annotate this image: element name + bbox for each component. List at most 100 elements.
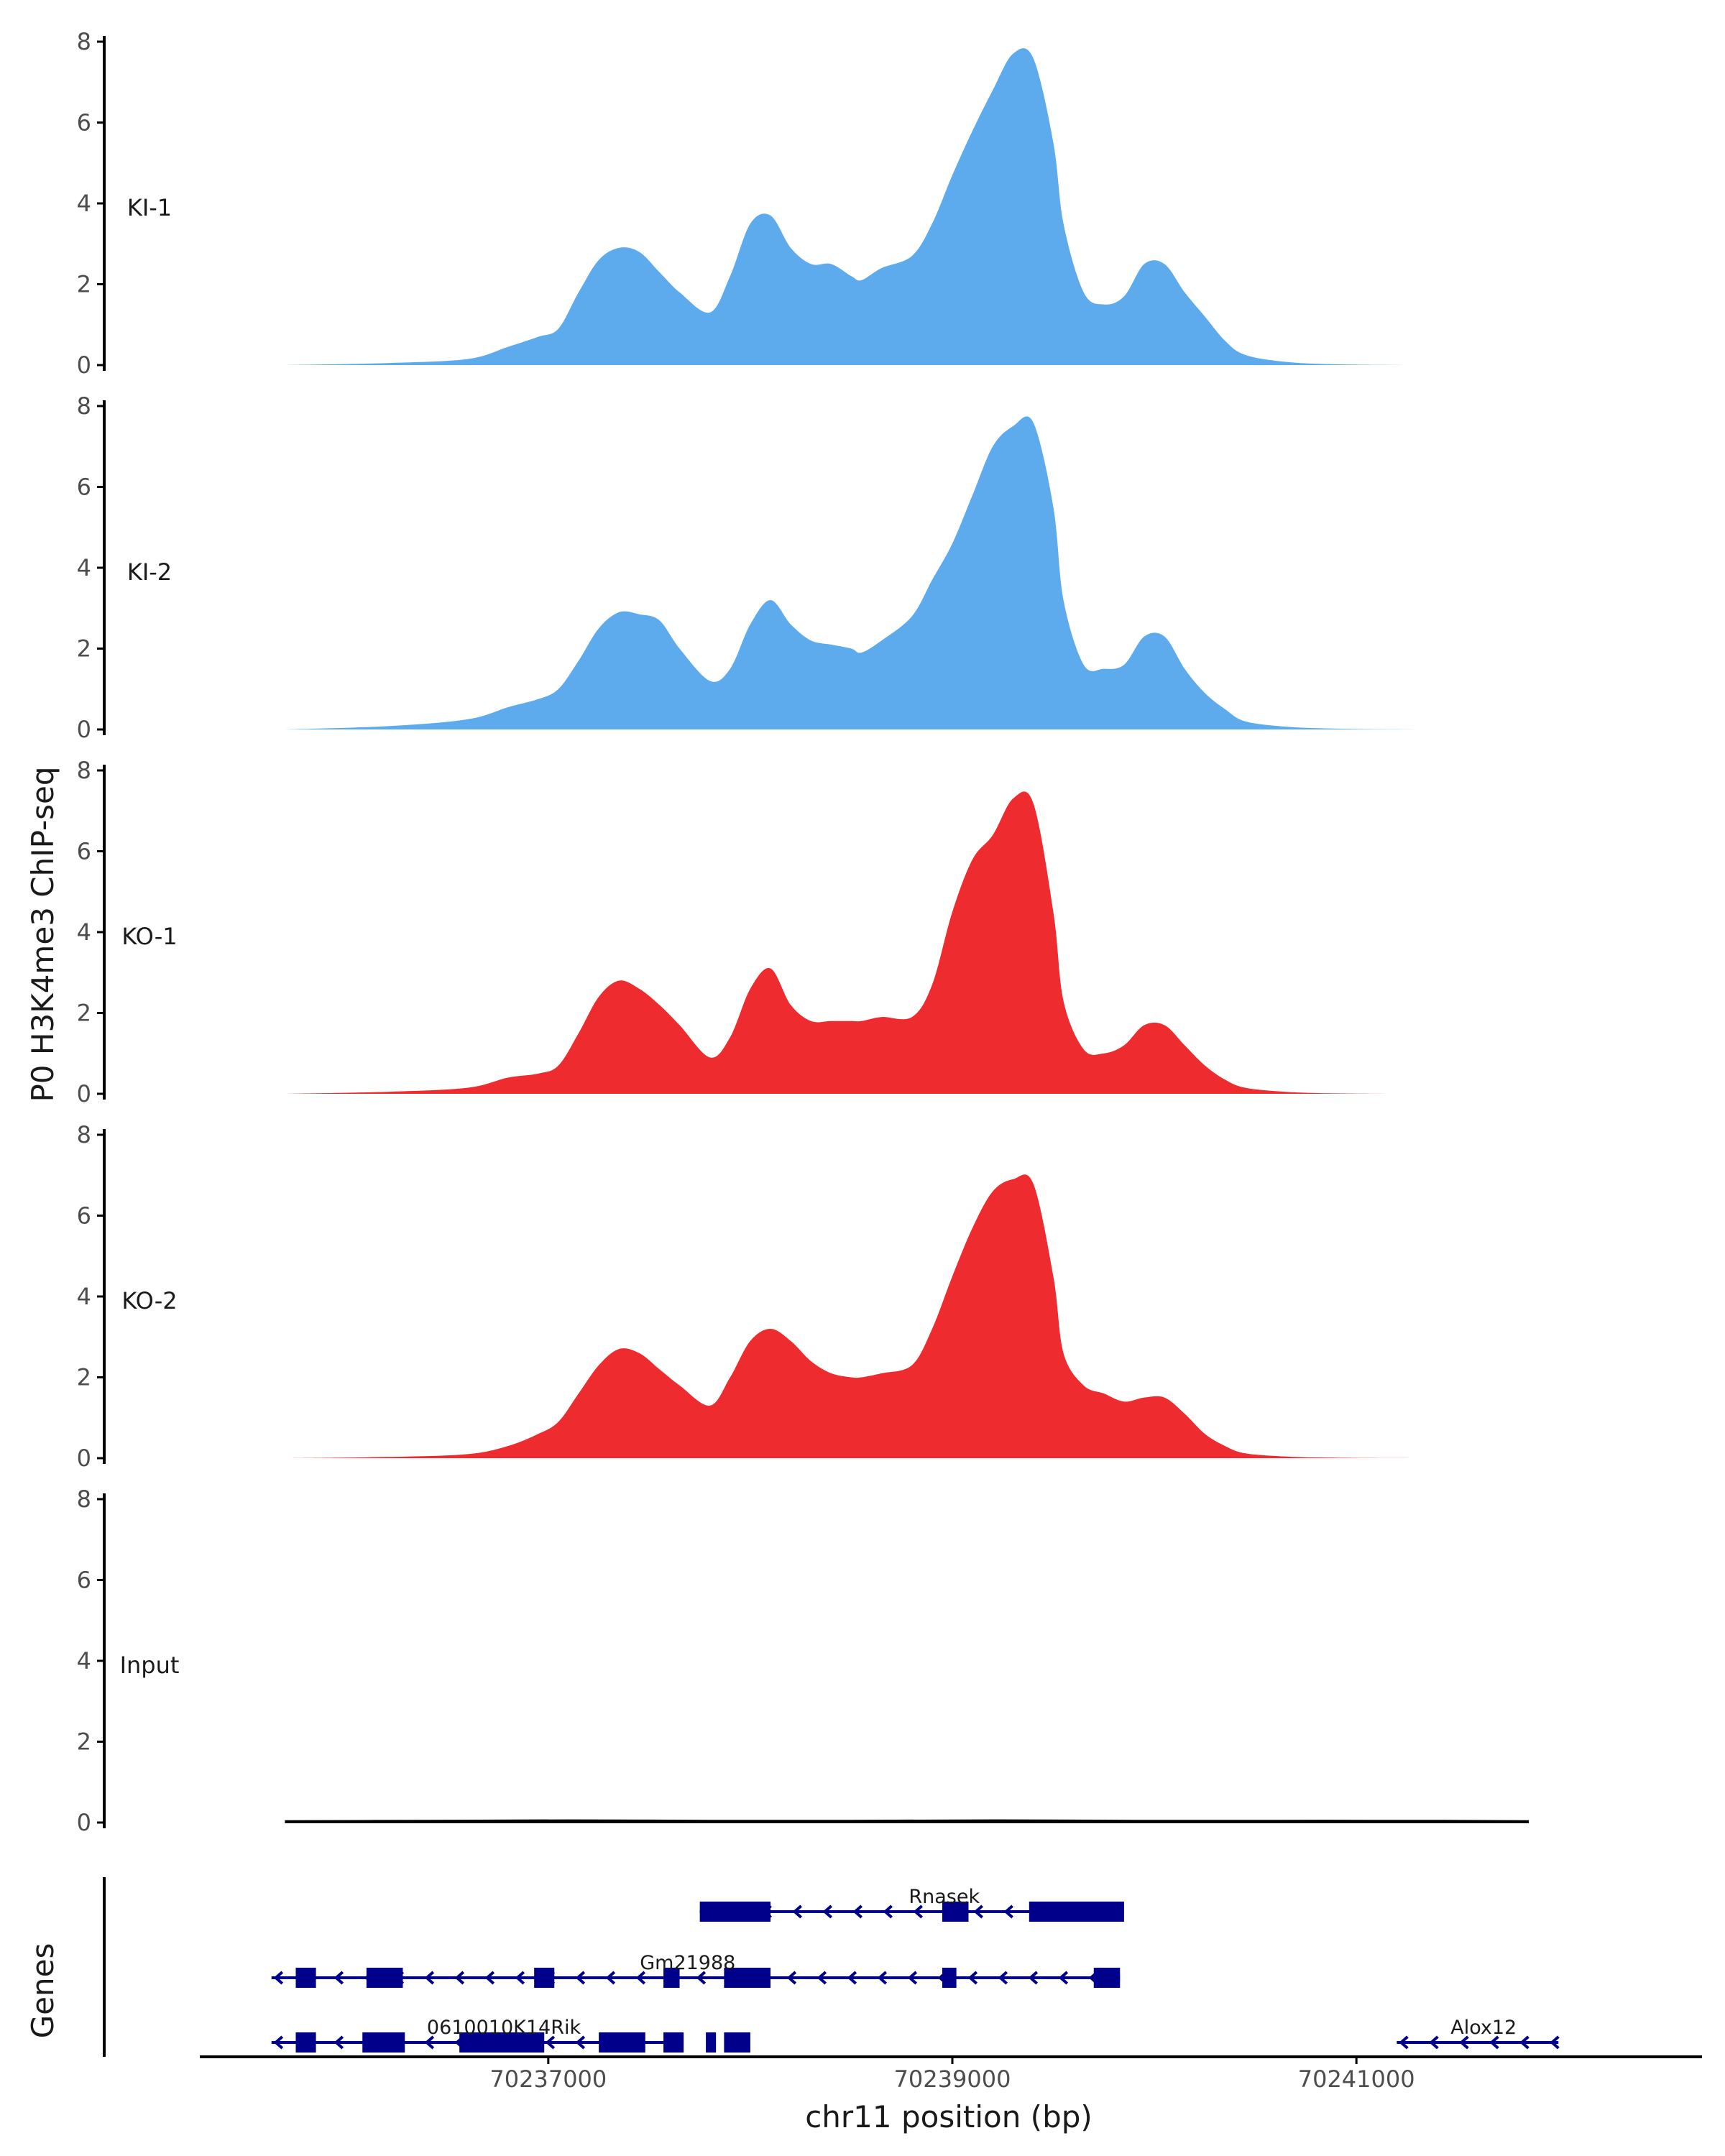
exon <box>724 1968 771 1988</box>
strand-arrow <box>273 2035 284 2050</box>
y-tick-label: 6 <box>77 474 91 501</box>
y-tick-label: 2 <box>77 1000 91 1027</box>
strand-arrow <box>847 1971 857 1985</box>
track-panel-ko-2: 0 2 4 6 8 KO-2 <box>77 1121 1529 1472</box>
y-tick-label: 2 <box>77 635 91 663</box>
exon <box>295 1968 316 1988</box>
y-tick-label: 6 <box>77 109 91 137</box>
gene-label: 0610010K14Rik <box>427 2017 581 2039</box>
y-tick-label: 8 <box>77 757 91 784</box>
y-tick-label: 8 <box>77 392 91 420</box>
exon <box>699 1902 771 1922</box>
y-tick-label: 8 <box>77 1121 91 1148</box>
exon <box>459 2032 545 2053</box>
strand-arrow <box>575 2035 586 2050</box>
track-label-ki-2: KI-2 <box>127 558 172 586</box>
exon <box>599 2032 645 2053</box>
strand-arrow <box>605 1971 616 1985</box>
y-tick-label: 0 <box>77 351 91 379</box>
strand-arrow <box>696 1971 707 1985</box>
strand-arrow <box>816 1971 827 1985</box>
track-label-ki-1: KI-1 <box>127 194 172 221</box>
strand-arrow <box>967 1971 978 1985</box>
exon <box>942 1902 969 1922</box>
strand-arrow <box>1003 1904 1013 1919</box>
coverage-tracks: 0 2 4 6 8 KI-1 0 2 4 6 8 KI-2 0 2 4 6 8 KO-1 0 2 4 6 8 KO-2 0 2 4 6… <box>77 28 1530 1836</box>
y-tick-label: 6 <box>77 838 91 865</box>
track-label-ko-2: KO-2 <box>121 1287 177 1314</box>
strand-arrow <box>792 1904 802 1919</box>
strand-arrow <box>998 1971 1008 1985</box>
y-tick-label: 8 <box>77 28 91 55</box>
y-tick-label: 0 <box>77 1809 91 1836</box>
strand-arrow <box>822 1904 832 1919</box>
track-label-input: Input <box>120 1651 180 1679</box>
strand-arrow <box>424 1971 435 1985</box>
track-label-ko-1: KO-1 <box>121 923 177 950</box>
coverage-area-ko-1 <box>285 791 1529 1094</box>
strand-arrow <box>334 2035 344 2050</box>
y-tick-label: 2 <box>77 1728 91 1756</box>
strand-arrow <box>907 1971 918 1985</box>
exon <box>663 1968 680 1988</box>
y-tick-label: 2 <box>77 271 91 298</box>
y-tick-label: 0 <box>77 716 91 743</box>
genes-track-label: Genes <box>25 1943 60 2039</box>
strand-arrow <box>786 1971 797 1985</box>
strand-arrow <box>1058 1971 1069 1985</box>
exon <box>706 2032 717 2053</box>
strand-arrow <box>1550 2035 1560 2050</box>
strand-arrow <box>1399 2035 1409 2050</box>
exon <box>366 1968 403 1988</box>
gene-label: Alox12 <box>1450 2017 1517 2039</box>
exon <box>534 1968 555 1988</box>
gene-gm21988: Gm21988 <box>271 1952 1121 1988</box>
strand-arrow <box>883 1904 893 1919</box>
strand-arrow <box>1489 2035 1499 2050</box>
gene-0610010k14rik: 0610010K14Rik <box>271 2017 750 2053</box>
track-panel-ko-1: 0 2 4 6 8 KO-1 <box>77 757 1529 1107</box>
gene-rnasek: Rnasek <box>699 1886 1124 1922</box>
y-tick-label: 6 <box>77 1202 91 1230</box>
strand-arrow <box>1519 2035 1530 2050</box>
strand-arrow <box>1459 2035 1469 2050</box>
coverage-area-ki-2 <box>285 416 1529 729</box>
strand-arrow <box>973 1904 983 1919</box>
gene-alox12: Alox12 <box>1397 2017 1560 2050</box>
x-tick-label: 70237000 <box>489 2065 607 2093</box>
strand-arrow <box>454 1971 465 1985</box>
y-tick-label: 4 <box>77 190 91 217</box>
strand-arrow <box>545 2035 556 2050</box>
strand-arrow <box>575 1971 586 1985</box>
x-axis: 70237000 70239000 70241000 <box>200 2055 1702 2093</box>
exon <box>942 1968 957 1988</box>
strand-arrow <box>913 1904 923 1919</box>
exon <box>362 2032 405 2053</box>
exon <box>663 2032 684 2053</box>
coverage-area-ki-1 <box>285 48 1529 366</box>
exon <box>1093 1968 1121 1988</box>
strand-arrow <box>515 1971 525 1985</box>
track-panel-ki-2: 0 2 4 6 8 KI-2 <box>77 392 1529 743</box>
coverage-area-ko-2 <box>285 1174 1529 1458</box>
gene-label: Gm21988 <box>640 1952 735 1974</box>
exon <box>295 2032 316 2053</box>
strand-arrow <box>273 1971 284 1985</box>
exon <box>1029 1902 1124 1922</box>
gene-label: Rnasek <box>908 1886 980 1908</box>
y-tick-label: 4 <box>77 1647 91 1674</box>
y-tick-label: 0 <box>77 1445 91 1472</box>
x-axis-title: chr11 position (bp) <box>805 2099 1092 2134</box>
y-tick-label: 8 <box>77 1485 91 1513</box>
strand-arrow <box>1429 2035 1439 2050</box>
x-tick-label: 70239000 <box>894 2065 1011 2093</box>
y-tick-label: 2 <box>77 1364 91 1391</box>
y-axis-title: P0 H3K4me3 ChIP-seq <box>25 766 60 1102</box>
strand-arrow <box>877 1971 888 1985</box>
track-panel-input: 0 2 4 6 8 Input <box>77 1485 1530 1836</box>
strand-arrow <box>334 1971 344 1985</box>
track-panel-ki-1: 0 2 4 6 8 KI-1 <box>77 28 1529 379</box>
y-tick-label: 6 <box>77 1567 91 1594</box>
coverage-area-input <box>285 1819 1530 1823</box>
